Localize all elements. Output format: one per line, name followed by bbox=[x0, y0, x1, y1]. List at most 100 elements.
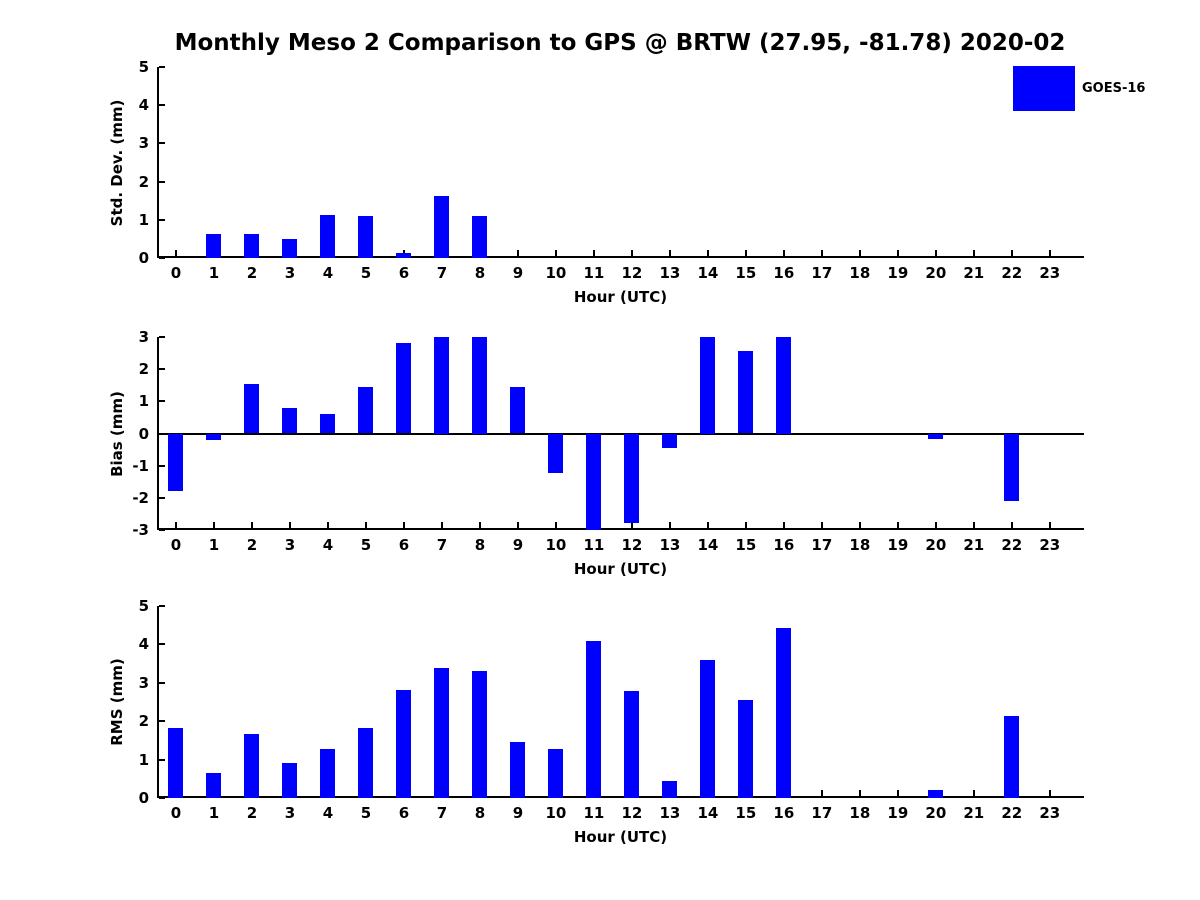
x-tick-label: 7 bbox=[436, 536, 448, 554]
bar-hour-5 bbox=[358, 386, 374, 434]
x-tick-label: 19 bbox=[887, 264, 909, 282]
y-tick-label: -1 bbox=[132, 456, 149, 475]
x-tick bbox=[972, 250, 975, 256]
x-tick bbox=[1048, 790, 1051, 796]
y-tick bbox=[159, 496, 165, 499]
x-tick-label: 11 bbox=[583, 536, 605, 554]
y-tick-label: 3 bbox=[138, 134, 149, 153]
y-tick bbox=[159, 400, 165, 403]
zero-line bbox=[157, 432, 1084, 435]
x-tick bbox=[896, 790, 899, 796]
figure-title: Monthly Meso 2 Comparison to GPS @ BRTW … bbox=[174, 30, 1066, 56]
x-tick bbox=[744, 250, 747, 256]
x-tick bbox=[554, 522, 557, 528]
y-tick-label: 2 bbox=[138, 360, 149, 379]
x-tick-label: 6 bbox=[398, 264, 410, 282]
x-tick-label: 8 bbox=[474, 536, 486, 554]
x-tick bbox=[820, 250, 823, 256]
bar-hour-7 bbox=[434, 196, 450, 258]
x-tick-label: 8 bbox=[474, 804, 486, 822]
bar-hour-1 bbox=[206, 433, 222, 441]
bar-hour-2 bbox=[244, 383, 260, 434]
subplot-std-dev: 0 1 2 3 4 5 0 1 2 3 4 5 6 7 8 9 10 11 12 13 14 15 16 17 18 19 20 21… bbox=[108, 58, 1084, 306]
x-tick-label: 5 bbox=[360, 804, 372, 822]
bar-hour-9 bbox=[510, 741, 526, 798]
bar-hour-5 bbox=[358, 215, 374, 258]
x-tick bbox=[516, 522, 519, 528]
bar-hour-8 bbox=[472, 337, 488, 434]
x-tick bbox=[402, 522, 405, 528]
x-tick-label: 23 bbox=[1039, 804, 1061, 822]
bar-hour-2 bbox=[244, 233, 260, 258]
subplot-bias: -3 -2 -1 0 1 2 3 0 1 2 3 4 5 6 7 8 9 10 11 12 13 14 15 16 17 18 19… bbox=[108, 328, 1084, 578]
x-tick-label: 23 bbox=[1039, 536, 1061, 554]
bar-hour-1 bbox=[206, 773, 222, 798]
x-tick bbox=[1048, 522, 1051, 528]
x-tick bbox=[668, 250, 671, 256]
bar-hour-11 bbox=[586, 641, 602, 798]
x-tick-label: 14 bbox=[697, 536, 719, 554]
y-axis-label: Bias (mm) bbox=[108, 390, 126, 477]
bar-hour-4 bbox=[320, 214, 336, 258]
bar-hour-0 bbox=[168, 433, 184, 491]
x-tick-label: 3 bbox=[284, 536, 296, 554]
y-axis-spine bbox=[157, 606, 159, 798]
x-tick-label: 14 bbox=[697, 264, 719, 282]
x-tick-label: 10 bbox=[545, 804, 567, 822]
x-tick-label: 2 bbox=[246, 804, 258, 822]
bar-hour-3 bbox=[282, 407, 298, 434]
x-tick bbox=[934, 250, 937, 256]
x-tick-label: 4 bbox=[322, 804, 334, 822]
x-tick-label: 13 bbox=[659, 264, 681, 282]
y-tick-label: 4 bbox=[138, 635, 149, 654]
bar-hour-16 bbox=[776, 628, 792, 798]
x-tick-label: 19 bbox=[887, 536, 909, 554]
y-tick-label: 1 bbox=[138, 750, 149, 769]
x-tick bbox=[782, 522, 785, 528]
x-axis-label: Hour (UTC) bbox=[573, 560, 668, 578]
bar-hour-5 bbox=[358, 727, 374, 798]
bar-hour-11 bbox=[586, 433, 602, 530]
x-tick bbox=[896, 522, 899, 528]
y-tick-label: 2 bbox=[138, 712, 149, 731]
y-tick-label: 5 bbox=[138, 58, 149, 76]
y-axis-spine bbox=[157, 67, 159, 258]
y-tick-label: 1 bbox=[138, 210, 149, 229]
x-tick bbox=[858, 522, 861, 528]
x-tick-label: 15 bbox=[735, 536, 757, 554]
x-tick bbox=[820, 522, 823, 528]
x-tick-label: 3 bbox=[284, 264, 296, 282]
x-tick-label: 22 bbox=[1001, 536, 1023, 554]
x-tick bbox=[1010, 250, 1013, 256]
y-tick bbox=[159, 180, 165, 183]
y-tick bbox=[159, 643, 165, 646]
y-tick bbox=[159, 218, 165, 221]
bar-hour-7 bbox=[434, 668, 450, 798]
x-tick bbox=[174, 250, 177, 256]
y-tick bbox=[159, 257, 165, 259]
x-tick bbox=[668, 522, 671, 528]
bar-hour-16 bbox=[776, 337, 792, 434]
y-tick bbox=[159, 368, 165, 371]
x-tick-label: 16 bbox=[773, 804, 795, 822]
x-tick bbox=[630, 522, 633, 528]
x-tick bbox=[820, 790, 823, 796]
x-tick-label: 21 bbox=[963, 804, 985, 822]
x-tick-label: 12 bbox=[621, 804, 643, 822]
x-tick-label: 18 bbox=[849, 264, 871, 282]
y-tick bbox=[159, 681, 165, 684]
x-tick-label: 16 bbox=[773, 536, 795, 554]
x-tick bbox=[744, 522, 747, 528]
bar-hour-15 bbox=[738, 700, 754, 798]
x-tick-label: 15 bbox=[735, 804, 757, 822]
x-tick bbox=[174, 522, 177, 528]
x-tick bbox=[478, 522, 481, 528]
y-tick-label: 3 bbox=[138, 328, 149, 346]
x-tick bbox=[934, 522, 937, 528]
y-tick bbox=[159, 142, 165, 145]
bar-hour-20 bbox=[928, 790, 944, 798]
x-tick-label: 15 bbox=[735, 264, 757, 282]
x-tick bbox=[972, 522, 975, 528]
bar-hour-9 bbox=[510, 386, 526, 434]
x-tick-label: 17 bbox=[811, 804, 833, 822]
